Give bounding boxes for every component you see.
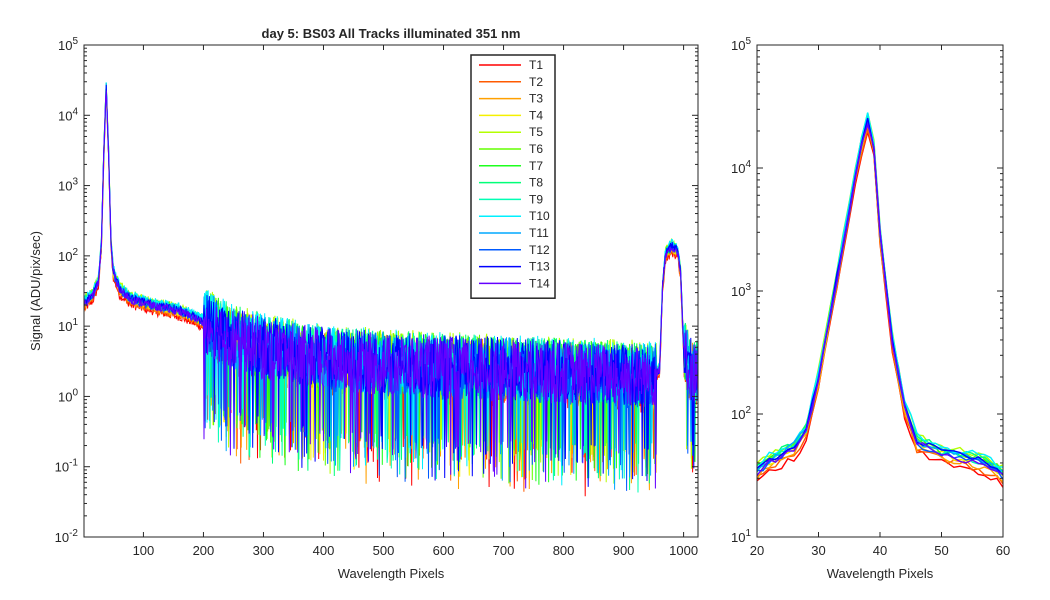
- main-x-tick-label: 100: [133, 543, 155, 558]
- main-series-line-t14: [84, 90, 698, 489]
- main-y-axis-label: Signal (ADU/pix/sec): [28, 231, 43, 351]
- main-x-tick-label: 200: [193, 543, 215, 558]
- main-x-ticks: 100 200 300 400 500 600 700 800 900 1000: [133, 45, 698, 558]
- legend-label-t2: T2: [529, 75, 543, 89]
- main-x-tick-label: 1000: [669, 543, 698, 558]
- legend-label-t14: T14: [529, 276, 550, 290]
- main-x-tick-label: 900: [613, 543, 635, 558]
- main-y-tick-label: 10-1: [55, 458, 79, 475]
- zoom-x-ticks: 20 30 40 50 60: [750, 45, 1010, 558]
- main-y-tick-label: 104: [58, 106, 78, 123]
- zoom-plot: 20 30 40 50 60 101 102 103 104 105 Wavelength Pi…: [731, 36, 1010, 581]
- main-x-tick-label: 500: [373, 543, 395, 558]
- legend-label-t7: T7: [529, 159, 543, 173]
- main-y-tick-label: 105: [58, 36, 78, 53]
- legend-label-t12: T12: [529, 243, 550, 257]
- main-plot: 100 200 300 400 500 600 700 800 900 1000 10-2 10-1…: [28, 26, 699, 581]
- zoom-y-ticks: 101 102 103 104 105: [731, 36, 1003, 545]
- main-y-ticks: 10-2 10-1 100 101 102 103 104 105: [55, 36, 698, 545]
- main-x-axis-label: Wavelength Pixels: [338, 566, 445, 581]
- legend-label-t13: T13: [529, 260, 550, 274]
- zoom-series-group: [757, 112, 1003, 488]
- zoom-x-tick-label: 50: [934, 543, 948, 558]
- zoom-x-tick-label: 40: [873, 543, 887, 558]
- main-y-tick-label: 101: [58, 317, 78, 334]
- legend-label-t5: T5: [529, 125, 543, 139]
- legend-label-t10: T10: [529, 209, 550, 223]
- legend-label-t8: T8: [529, 176, 543, 190]
- legend-label-t11: T11: [529, 226, 549, 240]
- main-y-tick-label: 100: [58, 387, 78, 404]
- main-x-tick-label: 300: [253, 543, 275, 558]
- zoom-y-tick-label: 102: [731, 405, 751, 422]
- legend-box: [470, 54, 556, 299]
- main-x-tick-label: 400: [313, 543, 335, 558]
- legend-label-t1: T1: [529, 58, 543, 72]
- legend-label-t6: T6: [529, 142, 543, 156]
- zoom-x-axis-label: Wavelength Pixels: [827, 566, 934, 581]
- legend: T1 T2 T3 T4 T5 T6 T7 T8 T9 T10 T11 T12 T13 T14: [470, 54, 556, 299]
- legend-label-t9: T9: [529, 192, 543, 206]
- zoom-x-tick-label: 60: [996, 543, 1010, 558]
- main-x-tick-label: 800: [553, 543, 575, 558]
- zoom-y-tick-label: 103: [731, 282, 751, 299]
- zoom-y-tick-label: 104: [731, 159, 751, 176]
- main-y-tick-label: 103: [58, 177, 78, 194]
- main-x-tick-label: 600: [433, 543, 455, 558]
- main-y-tick-label: 10-2: [55, 528, 79, 545]
- main-x-tick-label: 700: [493, 543, 515, 558]
- legend-label-t4: T4: [529, 108, 543, 122]
- main-plot-frame: [83, 44, 699, 538]
- main-series-group: [84, 82, 698, 497]
- zoom-series-line-t14: [757, 122, 1003, 476]
- zoom-y-tick-label: 101: [731, 528, 751, 545]
- main-y-tick-label: 102: [58, 247, 78, 264]
- legend-label-t3: T3: [529, 92, 543, 106]
- zoom-x-tick-label: 20: [750, 543, 764, 558]
- main-chart-title: day 5: BS03 All Tracks illuminated 351 n…: [262, 26, 521, 41]
- zoom-x-tick-label: 30: [811, 543, 825, 558]
- zoom-y-tick-label: 105: [731, 36, 751, 53]
